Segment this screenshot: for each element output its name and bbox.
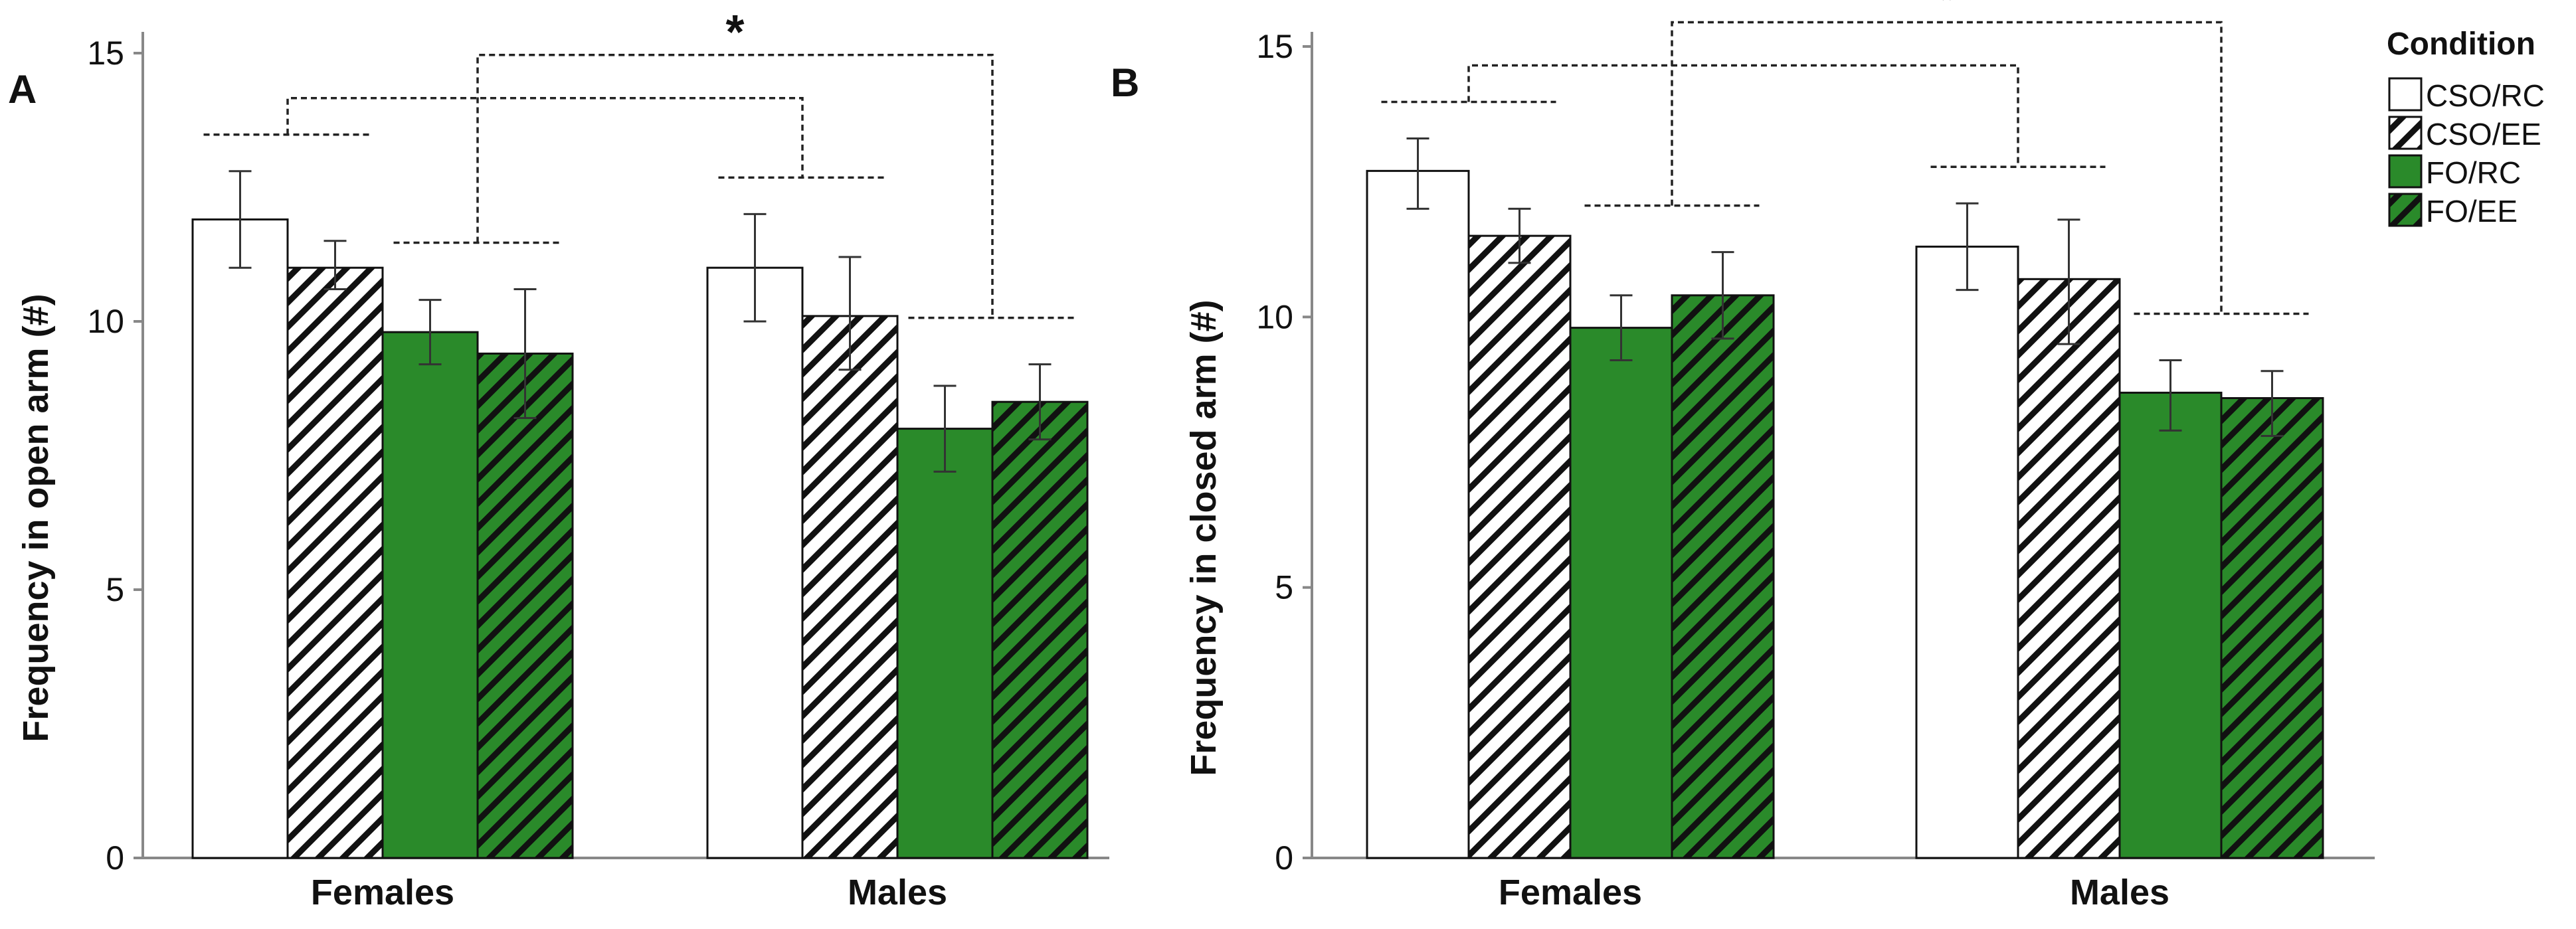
panel-b-plot: 0 5 10 15 Females Males * [1256,0,2375,912]
panel-a-error-bar [1028,363,1052,441]
legend-label-cso-rc: CSO/RC [2426,78,2545,113]
panel-a-bar-cso-ee-males [801,315,899,859]
legend-swatch-fo-ee [2388,193,2423,227]
legend-swatch-cso-rc [2388,77,2423,112]
legend-label-cso-ee: CSO/EE [2426,117,2541,151]
panel-a-bar-fo-ee-males [991,400,1089,859]
panel-a-y-axis-title: Frequency in open arm (#) [16,294,56,742]
panel-b-bar-fo-ee-males [2220,397,2324,859]
legend-swatch-cso-ee [2388,116,2423,150]
panel-b-error-bar [2260,370,2284,438]
legend-label-fo-rc: FO/RC [2426,155,2521,190]
panel-b-y-axis-title: Frequency in closed arm (#) [1184,299,1224,776]
panel-a-category-label: Males [848,873,947,912]
panel-b-bar-cso-ee-females [1467,234,1572,859]
panel-b-error-bar [1406,137,1429,210]
panel-b-error-bar [1711,251,1734,340]
panel-a: A Frequency in open arm (#) 0 5 10 15 Female… [8,6,1109,912]
panel-b-bar-cso-rc-males [1915,245,2019,859]
panel-a-category-label: Females [311,873,454,912]
panel-a-significance-star: * [725,6,744,59]
panel-b-y-tick-label: 15 [1256,28,1293,65]
panel-a-bar-fo-ee-females [476,352,574,859]
panel-a-error-bar [933,384,957,473]
panel-b-bar-cso-rc-females [1366,169,1470,859]
panel-a-error-bar [838,256,862,371]
panel-a-y-tick-label: 10 [87,303,124,340]
panel-b-letter: B [1111,60,1139,105]
panel-b-error-bar [1610,294,1633,362]
legend: Condition CSO/RC CSO/EE FO/RC FO/EE [2387,27,2545,228]
panel-a-letter: A [8,67,37,112]
panel-b-category-label: Males [2070,873,2169,912]
panel-b-category-label: Females [1499,873,1642,912]
panel-a-bar-cso-ee-females [286,266,384,859]
panel-b-y-tick-label: 5 [1275,569,1293,606]
panel-b-bar-fo-rc-females [1569,327,1673,859]
panel-b-significance-star: * [1937,0,1956,26]
panel-b-bar-fo-rc-males [2118,391,2223,859]
cso-bracket [1467,64,2019,167]
legend-label-fo-ee: FO/EE [2426,194,2518,228]
panel-b-bar-cso-ee-males [2017,278,2121,859]
panel-a-error-bar [743,212,767,323]
panel-a-plot: 0 5 10 15 Females Males * [87,6,1109,912]
panel-a-y-tick-label: 0 [106,839,124,877]
panel-a-significance-brackets [203,54,1077,319]
panel-b-y-tick-label: 0 [1275,839,1293,877]
panel-b: B Frequency in closed arm (#) 0 5 10 15 Fema… [1111,0,2375,912]
panel-b-significance-brackets [1381,21,2309,315]
panel-b-y-tick-label: 10 [1256,298,1293,335]
panel-b-bar-fo-ee-females [1671,294,1775,859]
panel-a-y-tick-label: 15 [87,35,124,72]
cso-bracket [286,97,804,178]
panel-a-bar-cso-rc-males [706,266,804,859]
panel-a-y-tick-label: 5 [106,571,124,608]
panel-b-error-bar [1956,202,1979,292]
panel-a-bar-fo-rc-males [896,428,994,859]
panel-b-error-bar [1508,207,1531,264]
panel-a-bar-cso-rc-females [191,218,289,859]
panel-a-error-bar [418,299,442,366]
panel-a-error-bar [229,170,252,269]
panel-a-error-bar [513,288,537,419]
fo-bracket [1671,21,2223,314]
panel-b-error-bar [2159,359,2182,432]
fo-bracket [476,54,994,318]
panel-a-bar-fo-rc-females [381,331,479,859]
legend-swatch-fo-rc [2388,154,2423,189]
legend-title: Condition [2387,27,2535,62]
panel-b-error-bar [2057,218,2080,345]
panel-a-error-bar [323,240,347,291]
